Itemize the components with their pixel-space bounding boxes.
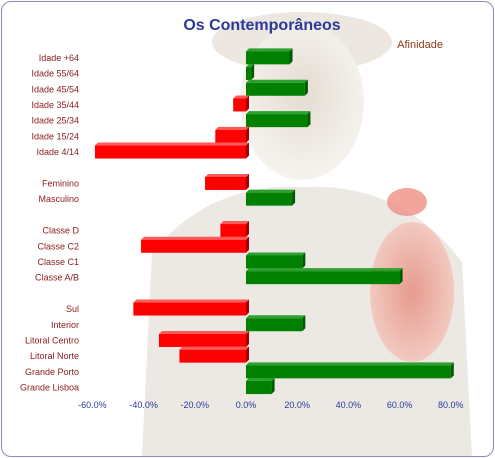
bar-idade-64 — [246, 48, 293, 65]
x-tick-label: 40.0% — [336, 400, 362, 410]
category-label: Grande Porto — [25, 367, 79, 377]
bar-grande-porto — [246, 362, 454, 379]
category-label: Classe C2 — [37, 241, 79, 251]
x-tick-label: 0.0% — [236, 400, 257, 410]
bar-idade-15-24 — [215, 126, 249, 143]
bar-classe-d — [220, 221, 249, 238]
category-label: Feminino — [42, 178, 79, 188]
bar-idade-4-14 — [94, 142, 250, 159]
bar-idade-45-54 — [246, 79, 308, 96]
x-tick-label: 20.0% — [284, 400, 310, 410]
x-tick-label: 80.0% — [438, 400, 464, 410]
bar-idade-35-44 — [233, 95, 249, 112]
bar-idade-25-34 — [246, 111, 311, 128]
bar-interior — [246, 315, 306, 332]
category-label: Litoral Centro — [25, 335, 79, 345]
bar-classe-c1 — [246, 252, 306, 269]
bar-litoral-centro — [158, 330, 249, 347]
category-label: Interior — [51, 320, 79, 330]
x-tick-label: -40.0% — [129, 400, 158, 410]
bar-classe-c2 — [141, 236, 249, 253]
category-label: Idade 25/34 — [31, 116, 79, 126]
chart-title: Os Contemporâneos — [183, 17, 340, 34]
x-tick-label: -60.0% — [78, 400, 107, 410]
category-label: Idade 15/24 — [31, 131, 79, 141]
category-label: Idade +64 — [39, 53, 79, 63]
bars — [94, 48, 454, 395]
legend-label: Afinidade — [397, 39, 443, 51]
category-label: Idade 35/44 — [31, 100, 79, 110]
bar-idade-55-64 — [246, 64, 255, 81]
x-tick-label: -20.0% — [181, 400, 210, 410]
bar-sul — [133, 299, 249, 316]
category-label: Idade 45/54 — [31, 84, 79, 94]
category-label: Litoral Norte — [30, 351, 79, 361]
category-label: Grande Lisboa — [20, 383, 79, 393]
bar-masculino — [246, 189, 296, 206]
category-label: Masculino — [38, 194, 79, 204]
x-axis: -60.0% -40.0% -20.0% 0.0% 20.0% 40.0% 60.0% 80.… — [78, 400, 463, 410]
category-label: Idade 55/64 — [31, 69, 79, 79]
category-label: Idade 4/14 — [36, 147, 79, 157]
category-label: Classe C1 — [37, 257, 79, 267]
category-labels: Idade +64 Idade 55/64 Idade 45/54 Idade 35/… — [20, 53, 80, 393]
category-label: Classe D — [42, 226, 79, 236]
bar-feminino — [205, 173, 249, 190]
x-tick-label: 60.0% — [387, 400, 413, 410]
bar-litoral-norte — [179, 346, 249, 363]
category-label: Sul — [66, 304, 79, 314]
bar-grande-lisboa — [246, 378, 275, 395]
category-label: Classe A/B — [35, 273, 79, 283]
bar-classe-a-b — [246, 268, 403, 285]
